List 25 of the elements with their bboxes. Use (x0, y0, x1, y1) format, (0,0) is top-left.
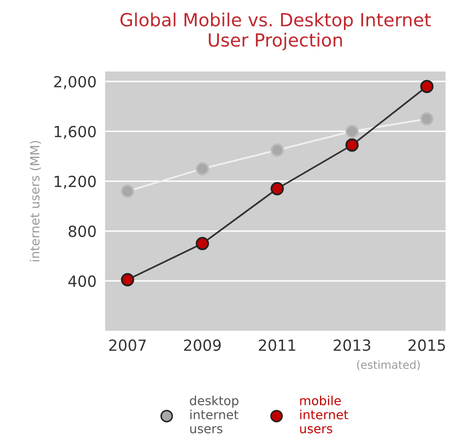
point (270, 143, 284, 157)
point (420, 112, 434, 126)
legend-label: mobile internet users (300, 396, 348, 434)
chart-title: Global Mobile vs. Desktop Internet User Projection (120, 12, 431, 50)
y-tick-label: 1,200 (54, 176, 96, 189)
legend-label: desktop internet users (190, 396, 238, 434)
y-tick-label: 800 (68, 226, 96, 238)
x-tick-label: 2007 (109, 339, 146, 351)
x-tick-label: 2009 (184, 339, 221, 351)
point (420, 80, 434, 94)
point (270, 182, 284, 196)
point (120, 184, 134, 198)
point (345, 138, 359, 152)
point (120, 273, 134, 286)
point (196, 162, 210, 176)
x-tick-label: 2015 (408, 339, 445, 351)
y-tick-label: 400 (68, 275, 96, 287)
text: (estimated) (357, 360, 420, 370)
y-tick-label: 2,000 (54, 76, 96, 90)
x-tick-label: 2013 (334, 339, 370, 351)
y-tick-label: 1,600 (54, 126, 96, 139)
point (196, 236, 210, 250)
y-axis-title: internet users (MM) (30, 140, 41, 262)
point (345, 124, 359, 138)
x-tick-label: 2011 (258, 339, 296, 351)
